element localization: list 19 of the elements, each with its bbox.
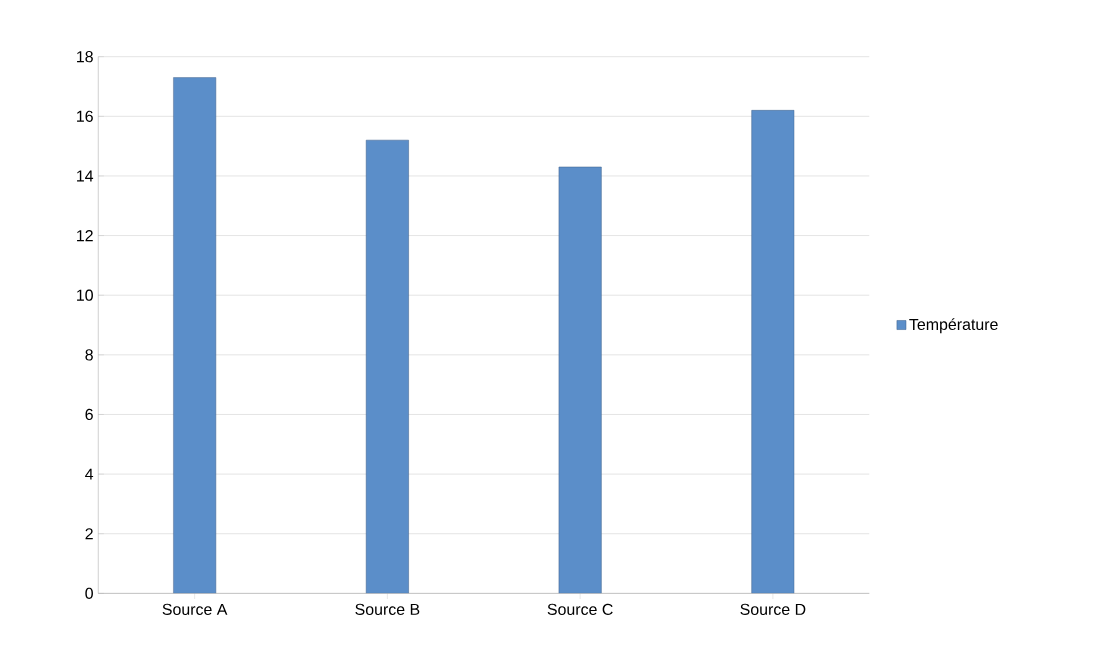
y-tick-label: 0 [85, 587, 93, 600]
bar [558, 166, 602, 594]
y-tick-label: 10 [77, 289, 93, 301]
x-tick-label: Source B [355, 603, 420, 616]
y-tick-label: 18 [77, 51, 93, 63]
y-tick-label: 14 [77, 170, 94, 182]
y-tick-label: 4 [85, 468, 94, 480]
bar [365, 139, 409, 594]
x-tick-label: Source C [547, 603, 613, 616]
x-tick-label: Source D [740, 603, 806, 616]
bar [751, 110, 795, 594]
y-tick-label: 12 [77, 230, 93, 242]
y-tick-label: 2 [85, 528, 93, 540]
x-tick-label: Source A [162, 603, 228, 616]
bar [173, 77, 217, 594]
y-tick-label: 6 [85, 408, 93, 421]
y-tick-label: 16 [77, 110, 93, 122]
legend-label: Température [909, 318, 998, 334]
y-tick-label: 8 [85, 349, 93, 361]
